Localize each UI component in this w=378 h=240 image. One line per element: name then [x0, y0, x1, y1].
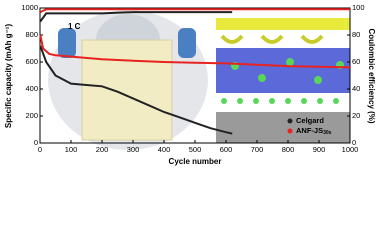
- series-line: [39, 11, 233, 23]
- y-tick-label: 600: [25, 57, 38, 66]
- series-line: [39, 45, 233, 135]
- x-tick-label: 900: [313, 145, 326, 154]
- series-line: [39, 34, 351, 69]
- y2-tick-label: 100: [352, 3, 365, 12]
- schematic: [216, 18, 350, 143]
- y2-tick-label: 40: [352, 84, 360, 93]
- x-axis-title: Cycle number: [169, 157, 222, 166]
- legend-label: Celgard: [296, 116, 324, 125]
- x-tick-label: 100: [65, 145, 78, 154]
- y2-tick-label: 60: [352, 57, 360, 66]
- x-tick-label: 300: [127, 145, 140, 154]
- x-tick-label: 500: [189, 145, 202, 154]
- legend-name: ANF-JS: [296, 126, 323, 135]
- y2-axis-title: Coulombic efficiency (%): [367, 28, 376, 123]
- legend-label: ANF-JS30s: [296, 126, 332, 136]
- x-tick-label: 0: [38, 145, 42, 154]
- chart: 1 C Cycle number Specific capacity (mAh …: [4, 3, 376, 166]
- inset-photo: [48, 10, 208, 150]
- y-tick-label: 0: [34, 138, 38, 147]
- annotation: 1 C: [68, 22, 81, 31]
- y-tick-label: 1000: [21, 3, 38, 12]
- legend-marker: [287, 128, 293, 134]
- y2-tick-label: 20: [352, 111, 360, 120]
- legend-marker: [287, 118, 293, 124]
- x-tick-label: 800: [282, 145, 295, 154]
- y2-tick-label: 0: [352, 138, 356, 147]
- y-axis-title: Specific capacity (mAh g⁻¹): [4, 24, 13, 129]
- y2-tick-label: 80: [352, 30, 360, 39]
- series-line: [39, 8, 350, 14]
- legend-subscript: 30s: [323, 130, 332, 136]
- y-tick-label: 200: [25, 111, 38, 120]
- x-tick-label: 400: [158, 145, 171, 154]
- y-tick-label: 400: [25, 84, 38, 93]
- x-tick-label: 700: [251, 145, 264, 154]
- x-tick-label: 1000: [342, 145, 359, 154]
- x-tick-label: 200: [96, 145, 109, 154]
- legend-name: Celgard: [296, 116, 324, 125]
- x-tick-label: 600: [220, 145, 233, 154]
- y-tick-label: 800: [25, 30, 38, 39]
